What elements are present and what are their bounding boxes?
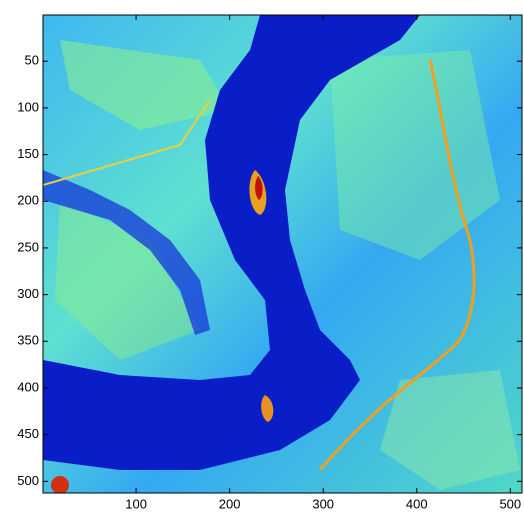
axes-frame <box>42 14 523 494</box>
y-tick-label: 450 <box>17 426 39 441</box>
y-tick-label: 400 <box>17 379 39 394</box>
x-tick-label: 100 <box>125 496 147 511</box>
x-tick-label: 500 <box>499 496 521 511</box>
y-tick-label: 100 <box>17 99 39 114</box>
y-tick-label: 350 <box>17 333 39 348</box>
y-tick-label: 500 <box>17 473 39 488</box>
ticks: 100 200 300 400 500 50 100 150 200 250 300 350 400 45… <box>17 15 522 511</box>
y-tick-label: 50 <box>25 53 39 68</box>
x-tick-label: 400 <box>406 496 428 511</box>
y-tick-label: 300 <box>17 286 39 301</box>
y-tick-label: 150 <box>17 146 39 161</box>
x-tick-label: 300 <box>312 496 334 511</box>
image <box>43 15 522 493</box>
x-tick-label: 200 <box>219 496 241 511</box>
y-tick-label: 200 <box>17 193 39 208</box>
y-tick-label: 250 <box>17 239 39 254</box>
